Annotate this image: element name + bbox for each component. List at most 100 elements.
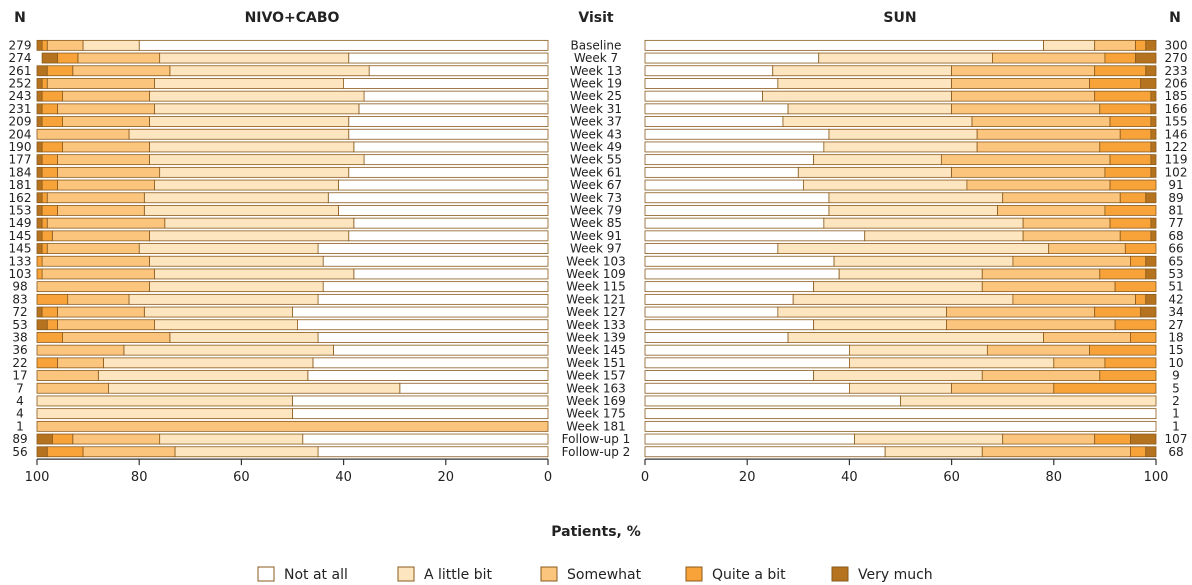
sun-bar-a-little-bit: [1043, 39, 1096, 51]
nivo-cabo-bar-quite-a-bit: [41, 103, 58, 115]
n-right-value: 206: [1165, 76, 1188, 90]
nivo-cabo-bar-somewhat: [62, 116, 150, 127]
nivo-cabo-bar-very-much: [36, 205, 43, 216]
nivo-cabo-bar-quite-a-bit: [51, 433, 74, 445]
nivo-cabo-bar-somewhat: [46, 217, 166, 229]
nivo-cabo-bar-not-at-all: [138, 39, 549, 51]
sun-bar-quite-a-bit: [1099, 103, 1152, 115]
n-right-value: 68: [1168, 445, 1183, 459]
sun-bar-not-at-all: [644, 78, 779, 89]
sun-bar-very-much: [1145, 446, 1157, 458]
nivo-cabo-bar-quite-a-bit: [41, 179, 58, 191]
n-left-value: 7: [16, 381, 24, 395]
n-left-value: 1: [16, 419, 24, 433]
sun-bar-not-at-all: [644, 268, 840, 280]
nivo-cabo-bar-quite-a-bit: [36, 268, 43, 280]
nivo-cabo-bar-a-little-bit: [82, 39, 140, 51]
sun-bar-very-much: [1145, 268, 1157, 280]
nivo-cabo-bar-not-at-all: [353, 268, 549, 280]
visit-label: Week 169: [566, 394, 626, 408]
sun-bar-very-much: [1150, 154, 1157, 166]
legend-swatch-quite-a-bit: [685, 566, 703, 582]
n-right-value: 18: [1168, 330, 1183, 344]
sun-bar-somewhat: [992, 52, 1106, 64]
sun-bar-quite-a-bit: [1094, 65, 1147, 77]
n-right-value: 27: [1168, 318, 1183, 332]
visit-label: Week 103: [566, 254, 626, 268]
n-right-value: 9: [1172, 369, 1180, 383]
sun-bar-somewhat: [940, 154, 1111, 166]
nivo-cabo-bar-not-at-all: [338, 179, 549, 191]
n-right-value: 91: [1168, 178, 1183, 192]
sun-bar-very-much: [1130, 433, 1157, 445]
nivo-cabo-bar-somewhat: [36, 420, 549, 432]
sun-bar-not-at-all: [644, 141, 825, 153]
legend-label-somewhat: Somewhat: [567, 567, 642, 583]
nivo-cabo-bar-very-much: [36, 166, 43, 178]
n-right-value: 119: [1165, 153, 1188, 167]
sun-bar-quite-a-bit: [1119, 128, 1152, 140]
sun-bar-very-much: [1145, 255, 1157, 267]
sun-bar-quite-a-bit: [1119, 192, 1147, 204]
nivo-cabo-bar-very-much: [41, 52, 58, 64]
nivo-cabo-bar-not-at-all: [322, 255, 549, 267]
sun-bar-quite-a-bit: [1114, 281, 1157, 293]
nivo-cabo-bar-a-little-bit: [143, 192, 329, 204]
sun-bar-somewhat: [1043, 332, 1131, 343]
legend-label-very-much: Very much: [858, 567, 933, 583]
n-left-value: 103: [9, 267, 32, 281]
legend-swatch-a-little-bit: [397, 566, 415, 582]
sun-bar-not-at-all: [644, 370, 815, 381]
nivo-cabo-bar-somewhat: [51, 230, 150, 242]
sun-bar-quite-a-bit: [1053, 382, 1157, 394]
sun-bar-somewhat: [1048, 243, 1126, 254]
sun-bars: [644, 39, 1157, 458]
sun-bar-very-much: [1150, 217, 1157, 229]
n-left-value: 252: [9, 76, 32, 90]
nivo-cabo-bar-quite-a-bit: [36, 332, 63, 343]
legend-label-not-at-all: Not at all: [284, 567, 348, 583]
nivo-cabo-bar-very-much: [36, 230, 43, 242]
n-right-value: 1: [1172, 419, 1180, 433]
nivo-cabo-bar-not-at-all: [292, 306, 549, 318]
n-right-value: 146: [1165, 127, 1188, 141]
sun-bar-quite-a-bit: [1094, 90, 1152, 102]
left-x-tick-label: 80: [131, 470, 148, 485]
nivo-cabo-bar-somewhat: [67, 293, 130, 305]
n-right-value: 270: [1165, 51, 1188, 65]
sun-bar-not-at-all: [644, 65, 774, 77]
nivo-cabo-bar-somewhat: [41, 255, 150, 267]
nivo-cabo-bar-very-much: [36, 433, 53, 445]
sun-bar-not-at-all: [644, 420, 1157, 432]
nivo-cabo-bar-somewhat: [57, 205, 145, 216]
n-left-value: 83: [12, 292, 27, 306]
sun-bar-a-little-bit: [792, 293, 1014, 305]
sun-bar-somewhat: [1094, 39, 1136, 51]
sun-bar-somewhat: [1002, 433, 1096, 445]
n-right-value: 68: [1168, 229, 1183, 243]
nivo-cabo-bar-not-at-all: [343, 78, 549, 89]
nivo-cabo-bar-not-at-all: [317, 332, 549, 343]
nivo-cabo-bar-a-little-bit: [174, 446, 319, 458]
nivo-cabo-bar-somewhat: [57, 166, 161, 178]
sun-bar-not-at-all: [644, 255, 835, 267]
n-right-value: 233: [1165, 64, 1188, 78]
n-right-value: 89: [1168, 191, 1183, 205]
nivo-cabo-bar-a-little-bit: [97, 370, 309, 381]
sun-bar-not-at-all: [644, 293, 794, 305]
sun-bar-quite-a-bit: [1130, 255, 1147, 267]
n-right-value: 34: [1168, 305, 1183, 319]
nivo-cabo-bar-very-much: [36, 192, 43, 204]
n-left-value: 145: [9, 229, 32, 243]
n-right-value: 2: [1172, 394, 1180, 408]
sun-bar-somewhat: [976, 128, 1121, 140]
sun-bar-a-little-bit: [787, 103, 953, 115]
sun-bar-quite-a-bit: [1104, 166, 1152, 178]
sun-bar-somewhat: [981, 370, 1101, 381]
n-left-value: 4: [16, 394, 24, 408]
sun-bar-not-at-all: [644, 344, 850, 356]
sun-bar-quite-a-bit: [1109, 217, 1152, 229]
nivo-cabo-bar-quite-a-bit: [41, 90, 63, 102]
visit-label: Week 79: [570, 203, 622, 217]
nivo-cabo-bar-very-much: [36, 243, 43, 254]
